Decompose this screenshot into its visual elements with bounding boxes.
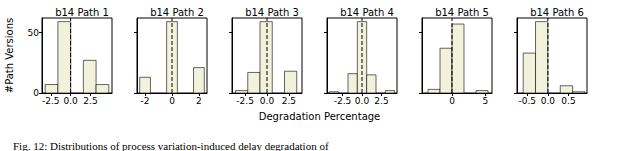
svg-text:0: 0 [33, 88, 39, 98]
svg-text:2.5: 2.5 [282, 96, 296, 106]
svg-text:-2: -2 [141, 96, 150, 106]
svg-text:-2.5: -2.5 [236, 96, 254, 106]
svg-text:0.0: 0.0 [355, 96, 370, 106]
svg-text:#Path Versions: #Path Versions [4, 18, 15, 94]
svg-text:-2.5: -2.5 [334, 96, 352, 106]
svg-text:b14 Path 1: b14 Path 1 [55, 7, 109, 18]
svg-text:2.5: 2.5 [374, 96, 388, 106]
svg-text:Degradation Percentage: Degradation Percentage [259, 111, 381, 122]
svg-text:0: 0 [169, 96, 175, 106]
svg-text:0.0: 0.0 [260, 96, 275, 106]
svg-text:b14 Path 4: b14 Path 4 [340, 7, 394, 18]
svg-text:2: 2 [196, 96, 202, 106]
svg-text:b14 Path 6: b14 Path 6 [530, 7, 584, 18]
svg-text:0.0: 0.0 [63, 96, 78, 106]
svg-text:5: 5 [482, 96, 488, 106]
svg-text:0.0: 0.0 [541, 96, 556, 106]
svg-text:b14 Path 2: b14 Path 2 [150, 7, 204, 18]
svg-text:-2.5: -2.5 [42, 96, 60, 106]
svg-text:b14 Path 5: b14 Path 5 [435, 7, 489, 18]
svg-text:0.5: 0.5 [561, 96, 575, 106]
svg-text:2.5: 2.5 [83, 96, 97, 106]
svg-text:Fig. 12: Distributions of proc: Fig. 12: Distributions of process variat… [13, 140, 329, 151]
svg-text:-0.5: -0.5 [519, 96, 537, 106]
svg-text:b14 Path 3: b14 Path 3 [245, 7, 299, 18]
svg-text:0: 0 [449, 96, 455, 106]
svg-text:50: 50 [28, 28, 40, 38]
